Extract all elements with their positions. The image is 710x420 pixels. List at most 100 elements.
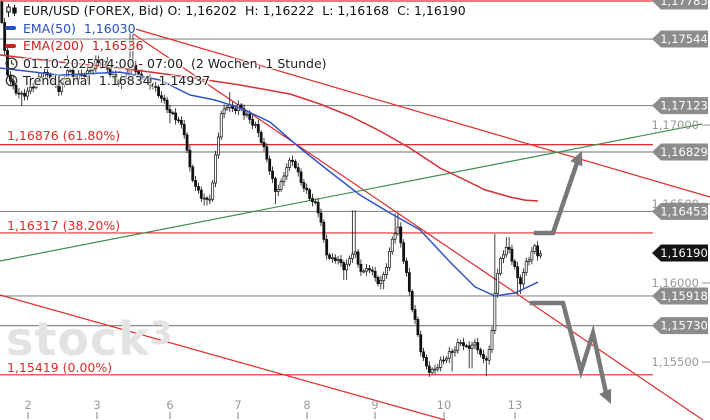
candle-body <box>536 245 539 257</box>
candle-body <box>40 76 44 79</box>
last-price-badge[interactable] <box>652 244 708 262</box>
candle-body <box>83 74 86 77</box>
candle-body <box>427 365 431 373</box>
candle-body <box>359 263 363 272</box>
candlestick-icon <box>5 4 21 18</box>
y-tick-label: 1,15500 <box>651 355 699 369</box>
legend-instrument-row[interactable]: EUR/USD (FOREX, Bid) O: 1,16202 H: 1,162… <box>5 2 466 20</box>
candle-body <box>405 260 408 273</box>
fib-label-38-2: 1,16317 (38.20%) <box>7 218 121 233</box>
candle-body <box>453 349 457 353</box>
candle-body <box>279 181 283 190</box>
candle-body <box>413 309 417 320</box>
x-tick-label: 9 <box>371 398 378 412</box>
last-price-badge-label: 1,16190 <box>660 246 708 260</box>
candle-body <box>462 342 465 347</box>
y-level-badge[interactable] <box>652 287 708 305</box>
candle-body <box>502 254 505 259</box>
fib-label-0-0: 1,15419 (0.00%) <box>7 360 113 375</box>
y-level-badge[interactable] <box>652 143 708 161</box>
candle-body <box>202 197 206 200</box>
forecast-arrow-up-head <box>570 151 583 167</box>
candle-body <box>51 80 55 82</box>
candle-body <box>365 268 368 272</box>
x-tick-label: 13 <box>508 398 523 412</box>
y-level-badge[interactable] <box>652 317 708 335</box>
candle-body <box>157 86 160 97</box>
candle-body <box>416 319 420 336</box>
candle-body <box>259 132 263 143</box>
candle-body <box>345 263 349 271</box>
candle-body <box>54 80 58 87</box>
trendline-steep-resistance[interactable] <box>131 32 704 420</box>
y-level-badge[interactable] <box>652 202 708 220</box>
candle-body <box>171 112 175 115</box>
candle-body <box>513 260 517 268</box>
candle-body <box>379 280 383 284</box>
candle-body <box>285 167 289 177</box>
candle-body <box>60 83 64 92</box>
candle-body <box>499 258 502 274</box>
candle-body <box>74 76 78 80</box>
trendline-support-ascending[interactable] <box>0 123 703 262</box>
forecast-arrow-down[interactable] <box>529 300 609 396</box>
candle-body <box>305 187 309 191</box>
forecast-arrow-up[interactable] <box>533 157 581 236</box>
candle-body <box>145 78 149 81</box>
legend-symbol: EUR/USD (FOREX, Bid) <box>23 3 164 18</box>
candle-body <box>20 92 24 95</box>
candle-body <box>37 76 41 81</box>
y-level-badge-label: 1,17785 <box>660 0 708 8</box>
candle-body <box>476 342 480 351</box>
legend-ema50-value: 1,16030 <box>83 20 136 36</box>
candle-body <box>179 119 183 125</box>
candle-body <box>102 61 106 65</box>
candle-body <box>519 277 522 285</box>
candle-body <box>217 136 220 156</box>
candle-body <box>185 134 189 151</box>
candle-body <box>168 109 172 114</box>
legend-ema200-value: 1,16536 <box>91 38 144 53</box>
legend-trendkanal-row[interactable]: Trendkanal 1.16834, 1.14937 <box>5 72 466 90</box>
y-level-badge[interactable] <box>652 30 708 48</box>
legend-c-value: 1,16190 <box>414 3 466 18</box>
candle-body <box>191 166 195 181</box>
trendkanal-icon <box>5 74 21 87</box>
legend-l-value: 1,16168 <box>337 3 390 18</box>
candle-body <box>325 239 329 256</box>
candle-body <box>34 80 38 89</box>
ema50-line-swatch-icon <box>5 26 21 31</box>
candle-body <box>97 59 101 63</box>
ema50-line[interactable] <box>0 67 539 297</box>
trendline-channel-upper[interactable] <box>131 27 710 198</box>
candle-body <box>154 86 158 88</box>
y-level-badge-label: 1,16829 <box>660 145 708 159</box>
y-level-badge-label: 1,15730 <box>660 319 708 333</box>
candle-body <box>470 344 474 349</box>
candle-body <box>293 161 297 168</box>
candle-body <box>410 291 414 310</box>
candle-body <box>339 259 343 264</box>
candle-body <box>225 107 229 110</box>
fib-label-61-8: 1,16876 (61.80%) <box>7 128 121 143</box>
candle-body <box>496 273 500 294</box>
ema200-line[interactable] <box>0 54 539 202</box>
y-level-badge-label: 1,17544 <box>660 32 708 46</box>
candle-body <box>0 1 4 23</box>
legend-ema200-row[interactable]: EMA(200) 1,16536 <box>5 37 466 55</box>
candle-body <box>197 186 200 191</box>
candle-body <box>254 124 257 126</box>
candle-body <box>265 146 269 160</box>
y-level-badge[interactable] <box>652 0 708 10</box>
y-level-badge[interactable] <box>652 97 708 115</box>
candle-body <box>336 259 340 261</box>
legend-ema50-row[interactable]: EMA(50) 1,16030 <box>5 20 466 38</box>
candle-body <box>274 178 277 192</box>
candle-body <box>350 253 354 259</box>
legend-l-label: L: <box>322 3 334 18</box>
candle-body <box>447 351 451 359</box>
candle-body <box>205 197 209 200</box>
trendline-channel-lower[interactable] <box>0 294 446 420</box>
